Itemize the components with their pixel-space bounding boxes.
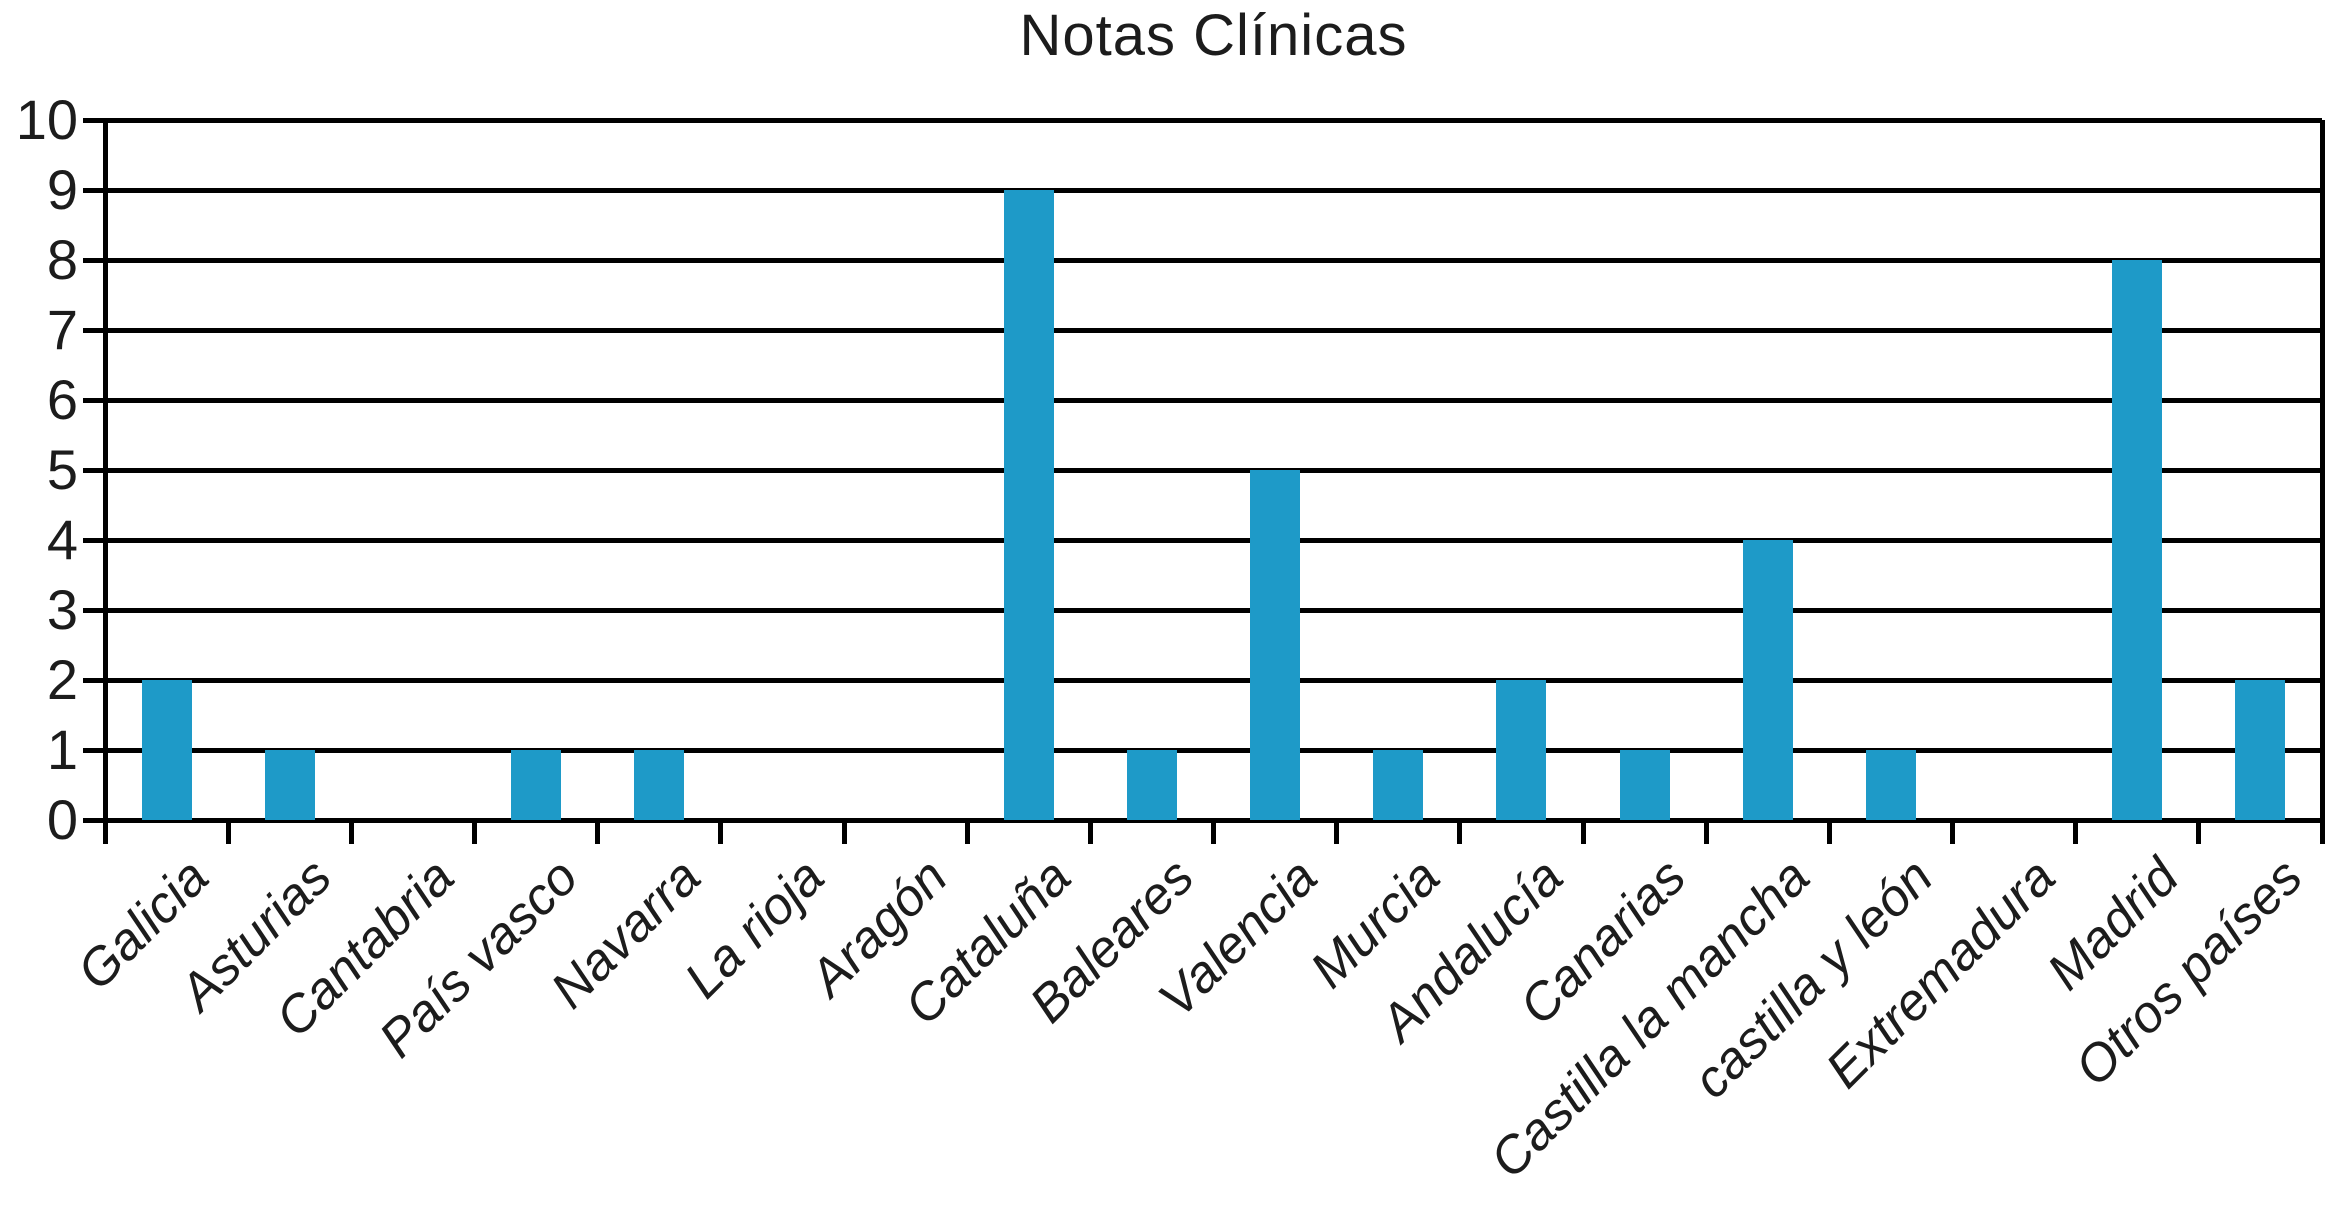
- gridline: [105, 537, 2322, 543]
- bar: [634, 750, 685, 820]
- y-tick-label: 6: [46, 368, 78, 431]
- x-tick: [348, 820, 354, 844]
- x-tick: [102, 820, 108, 844]
- x-tick: [1703, 820, 1709, 844]
- bar: [1373, 750, 1424, 820]
- x-tick: [841, 820, 847, 844]
- bar: [2235, 680, 2286, 820]
- y-tick: [83, 817, 105, 823]
- x-tick: [1334, 820, 1340, 844]
- plot-top-border: [105, 117, 2322, 123]
- y-tick: [83, 117, 105, 123]
- y-tick: [83, 397, 105, 403]
- bar: [1742, 540, 1793, 820]
- bar: [264, 750, 315, 820]
- y-tick: [83, 747, 105, 753]
- gridline: [105, 607, 2322, 613]
- y-tick-label: 7: [46, 298, 78, 361]
- y-tick-label: 1: [46, 718, 78, 781]
- plot-right-border: [2319, 120, 2325, 820]
- x-tick: [964, 820, 970, 844]
- x-tick: [2319, 820, 2325, 844]
- bar: [1003, 190, 1054, 820]
- y-tick-label: 3: [46, 578, 78, 641]
- y-tick: [83, 677, 105, 683]
- y-tick: [83, 187, 105, 193]
- x-tick: [225, 820, 231, 844]
- y-tick-label: 9: [46, 158, 78, 221]
- y-tick-label: 4: [46, 508, 78, 571]
- y-tick: [83, 257, 105, 263]
- gridline: [105, 257, 2322, 263]
- x-tick: [718, 820, 724, 844]
- bar: [511, 750, 562, 820]
- gridline: [105, 397, 2322, 403]
- bar: [1126, 750, 1177, 820]
- x-tick-label: La rioja: [673, 847, 836, 1010]
- y-tick-label: 2: [46, 648, 78, 711]
- bar: [1496, 680, 1547, 820]
- x-tick: [1950, 820, 1955, 844]
- bar: [141, 680, 192, 820]
- y-tick-label: 10: [15, 88, 78, 151]
- x-axis-line: [83, 817, 2322, 823]
- y-tick: [83, 607, 105, 613]
- x-tick: [2073, 820, 2079, 844]
- y-tick-label: 0: [46, 788, 78, 851]
- x-tick: [595, 820, 601, 844]
- x-tick: [1087, 820, 1093, 844]
- y-tick: [83, 327, 105, 333]
- gridline: [105, 747, 2322, 753]
- x-tick: [2196, 820, 2202, 844]
- x-tick: [472, 820, 477, 844]
- x-tick: [1580, 820, 1586, 844]
- chart-title: Notas Clínicas: [1019, 3, 1408, 68]
- bar: [1250, 470, 1301, 820]
- gridline: [105, 327, 2322, 333]
- gridline: [105, 677, 2322, 683]
- gridline: [105, 187, 2322, 193]
- y-tick-label: 8: [46, 228, 78, 291]
- bar: [1619, 750, 1670, 820]
- x-tick: [1826, 820, 1832, 844]
- y-tick-label: 5: [46, 438, 78, 501]
- bar: [1865, 750, 1916, 820]
- y-tick: [83, 467, 105, 473]
- y-tick: [83, 537, 105, 543]
- y-axis-line: [102, 120, 108, 844]
- x-tick: [1211, 820, 1216, 844]
- bar: [2112, 260, 2163, 820]
- gridline: [105, 467, 2322, 473]
- x-tick: [1457, 820, 1463, 844]
